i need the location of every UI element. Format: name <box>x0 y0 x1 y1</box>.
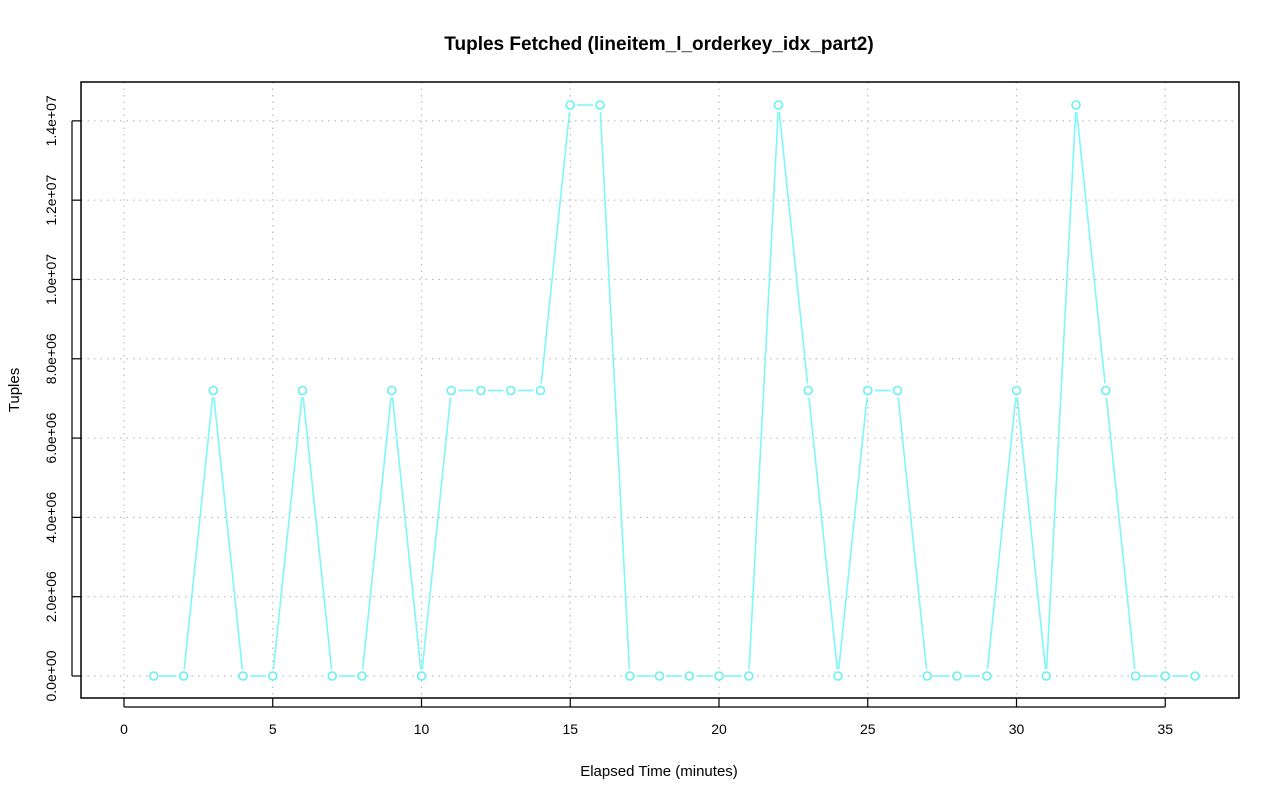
plot-area-border <box>80 81 1240 699</box>
x-tick-label: 10 <box>414 721 430 737</box>
y-tick-label: 8.0e+06 <box>43 333 59 384</box>
data-point <box>565 100 576 110</box>
data-point <box>1190 671 1200 681</box>
data-point <box>981 671 992 681</box>
data-point <box>862 385 873 396</box>
y-tick-label: 4.0e+06 <box>43 492 59 543</box>
x-tick-label: 15 <box>562 721 578 737</box>
data-point <box>446 385 457 396</box>
data-point <box>1100 385 1111 396</box>
data-point <box>178 671 189 681</box>
data-point <box>773 100 784 110</box>
series-segment <box>183 397 214 670</box>
x-tick-label: 5 <box>269 721 277 737</box>
y-tick-label: 6.0e+06 <box>43 412 59 463</box>
series-segment <box>748 111 779 670</box>
data-point <box>238 671 248 681</box>
data-point <box>743 671 754 681</box>
x-axis-label: Elapsed Time (minutes) <box>580 763 738 780</box>
data-point <box>892 385 903 396</box>
data-point <box>922 671 933 681</box>
series-group <box>148 100 1200 681</box>
y-axis: 0.0e+00 2.0e+06 4.0e+06 6.0e+06 8.0e+06 1.0e+… <box>43 95 81 702</box>
x-axis: 0 5 10 15 20 25 30 35 <box>120 698 1173 737</box>
series-segment <box>272 397 303 670</box>
y-tick-label: 1.0e+07 <box>43 254 59 305</box>
x-tick-label: 35 <box>1157 721 1173 737</box>
data-point <box>267 671 278 681</box>
series-segment <box>540 111 571 384</box>
data-point <box>505 385 516 396</box>
series-segment <box>837 397 868 670</box>
data-point <box>327 671 338 681</box>
y-tick-label: 1.4e+07 <box>43 95 59 146</box>
series-segment <box>897 397 928 670</box>
x-tick-label: 25 <box>860 721 876 737</box>
data-point <box>386 385 397 396</box>
series-segment <box>986 397 1017 670</box>
series-segment <box>391 397 422 670</box>
series-segment <box>599 111 631 670</box>
series-segment <box>213 397 244 670</box>
chart-title: Tuples Fetched (lineitem_l_orderkey_idx_… <box>444 34 873 55</box>
series-segment <box>778 111 809 384</box>
data-point <box>297 385 308 396</box>
data-point <box>952 671 962 681</box>
data-point <box>684 671 695 681</box>
x-tick-label: 30 <box>1009 721 1025 737</box>
series-segment <box>421 397 452 670</box>
y-tick-label: 0.0e+00 <box>43 650 59 701</box>
grid <box>81 82 1239 698</box>
data-point <box>1071 100 1081 110</box>
data-point <box>595 100 605 110</box>
data-point <box>416 671 427 681</box>
data-point <box>803 385 814 396</box>
data-point <box>476 385 486 396</box>
data-point <box>208 385 219 396</box>
series-segment <box>1105 397 1136 670</box>
data-point <box>624 671 635 681</box>
data-point <box>714 671 724 681</box>
series-segment <box>302 397 333 670</box>
x-tick-label: 20 <box>711 721 727 737</box>
data-point <box>1011 385 1022 396</box>
y-tick-label: 1.2e+07 <box>43 174 59 225</box>
data-point <box>1160 671 1171 681</box>
y-axis-label: Tuples <box>6 368 23 412</box>
data-point <box>833 671 843 681</box>
data-point <box>654 671 665 681</box>
series-segment <box>1045 111 1077 670</box>
data-point <box>1130 671 1141 681</box>
series-segment <box>1016 397 1047 670</box>
series-segment <box>1075 111 1106 384</box>
data-point <box>357 671 367 681</box>
series-segment <box>361 397 392 670</box>
y-tick-label: 2.0e+06 <box>43 571 59 622</box>
data-point <box>148 671 159 681</box>
data-point <box>1041 671 1052 681</box>
data-point <box>535 385 546 396</box>
x-tick-label: 0 <box>120 721 128 737</box>
series-segment <box>808 397 839 670</box>
